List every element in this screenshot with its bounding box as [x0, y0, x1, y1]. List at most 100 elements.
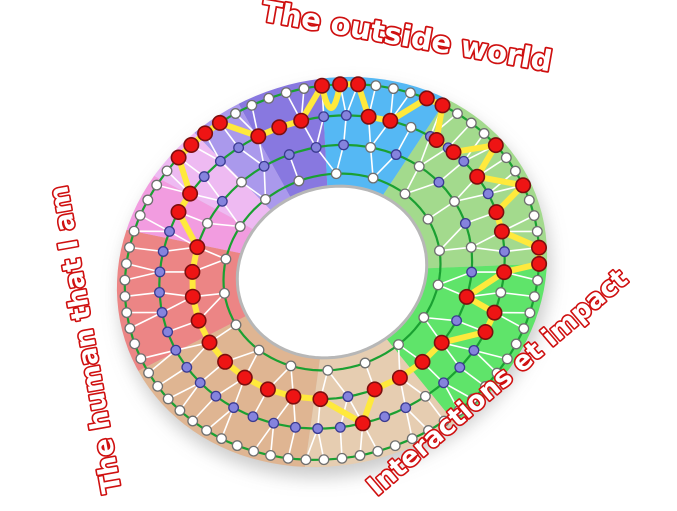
wheel-node[interactable]: [230, 319, 242, 331]
wheel-node[interactable]: [406, 433, 418, 445]
wheel-node[interactable]: [231, 440, 243, 452]
wheel-node[interactable]: [529, 291, 540, 303]
wheel-node[interactable]: [234, 221, 246, 232]
wheel-node[interactable]: [451, 108, 463, 120]
wheel-node[interactable]: [405, 121, 417, 133]
wheel-node[interactable]: [289, 421, 301, 433]
selected-node[interactable]: [391, 369, 408, 386]
wheel-node[interactable]: [312, 423, 324, 435]
selected-node[interactable]: [531, 255, 548, 272]
wheel-node[interactable]: [423, 425, 434, 436]
wheel-node[interactable]: [210, 390, 222, 402]
wheel-node[interactable]: [174, 405, 186, 416]
wheel-node[interactable]: [157, 246, 169, 257]
wheel-node[interactable]: [390, 149, 402, 161]
wheel-node[interactable]: [220, 253, 232, 265]
wheel-node[interactable]: [135, 353, 147, 365]
wheel-node[interactable]: [216, 195, 228, 207]
wheel-node[interactable]: [248, 445, 260, 457]
wheel-node[interactable]: [124, 241, 135, 253]
wheel-node[interactable]: [124, 322, 136, 334]
wheel-node[interactable]: [134, 209, 146, 221]
selected-node[interactable]: [433, 334, 450, 351]
wheel-node[interactable]: [194, 377, 206, 389]
wheel-node[interactable]: [354, 450, 366, 461]
selected-node[interactable]: [354, 415, 371, 432]
wheel-node[interactable]: [214, 155, 226, 167]
wheel-node[interactable]: [459, 217, 471, 229]
wheel-node[interactable]: [154, 286, 165, 298]
wheel-node[interactable]: [399, 188, 411, 200]
wheel-node[interactable]: [164, 225, 175, 237]
wheel-node[interactable]: [285, 360, 297, 372]
wheel-node[interactable]: [400, 402, 412, 414]
wheel-node[interactable]: [422, 213, 434, 225]
wheel-node[interactable]: [181, 361, 193, 373]
wheel-node[interactable]: [495, 287, 507, 298]
selected-node[interactable]: [366, 381, 383, 398]
selected-node[interactable]: [312, 391, 329, 408]
wheel-node[interactable]: [322, 364, 334, 376]
selected-node[interactable]: [183, 137, 200, 154]
wheel-node[interactable]: [419, 390, 431, 402]
wheel-node[interactable]: [247, 411, 259, 423]
selected-node[interactable]: [259, 381, 276, 398]
selected-node[interactable]: [184, 263, 201, 280]
wheel-node[interactable]: [198, 171, 210, 183]
wheel-node[interactable]: [120, 258, 132, 270]
wheel-node[interactable]: [387, 83, 399, 95]
wheel-node[interactable]: [468, 344, 480, 356]
selected-node[interactable]: [271, 119, 288, 136]
selected-node[interactable]: [515, 177, 532, 194]
wheel-node[interactable]: [318, 454, 330, 466]
selected-node[interactable]: [201, 334, 218, 351]
selected-node[interactable]: [434, 97, 451, 114]
wheel-node[interactable]: [151, 179, 163, 191]
wheel-node[interactable]: [260, 193, 271, 205]
selected-node[interactable]: [170, 204, 187, 221]
wheel-node[interactable]: [310, 141, 322, 153]
wheel-node[interactable]: [334, 421, 346, 433]
wheel-node[interactable]: [365, 141, 377, 153]
selected-node[interactable]: [418, 90, 435, 107]
selected-node[interactable]: [285, 388, 302, 405]
wheel-node[interactable]: [372, 445, 384, 457]
wheel-node[interactable]: [458, 155, 470, 167]
selected-node[interactable]: [250, 128, 267, 145]
wheel-node[interactable]: [359, 357, 371, 369]
selected-node[interactable]: [170, 149, 187, 166]
wheel-node[interactable]: [161, 165, 173, 177]
wheel-node[interactable]: [338, 139, 350, 151]
wheel-node[interactable]: [465, 241, 477, 253]
selected-node[interactable]: [530, 239, 547, 256]
wheel-node[interactable]: [367, 172, 379, 184]
wheel-node[interactable]: [293, 175, 305, 187]
wheel-node[interactable]: [523, 194, 535, 206]
wheel-node[interactable]: [236, 176, 247, 188]
selected-node[interactable]: [487, 137, 504, 154]
wheel-node[interactable]: [379, 411, 391, 423]
wheel-node[interactable]: [128, 225, 140, 237]
wheel-node[interactable]: [129, 338, 141, 350]
selected-node[interactable]: [469, 168, 486, 185]
wheel-node[interactable]: [518, 323, 530, 335]
selected-node[interactable]: [197, 125, 214, 142]
wheel-node[interactable]: [282, 452, 294, 464]
wheel-node[interactable]: [219, 287, 230, 299]
wheel-node[interactable]: [482, 188, 494, 200]
wheel-node[interactable]: [451, 315, 463, 327]
wheel-node[interactable]: [170, 344, 182, 356]
wheel-node[interactable]: [491, 367, 503, 379]
wheel-node[interactable]: [510, 338, 522, 350]
wheel-node[interactable]: [119, 290, 131, 302]
wheel-node[interactable]: [467, 393, 479, 405]
wheel-node[interactable]: [201, 424, 213, 436]
wheel-node[interactable]: [300, 454, 312, 466]
selected-node[interactable]: [236, 369, 253, 386]
wheel-node[interactable]: [283, 149, 295, 161]
wheel-node[interactable]: [162, 393, 174, 405]
wheel-node[interactable]: [501, 353, 513, 365]
selected-node[interactable]: [360, 108, 377, 125]
wheel-node[interactable]: [449, 196, 460, 207]
selected-node[interactable]: [382, 112, 399, 129]
